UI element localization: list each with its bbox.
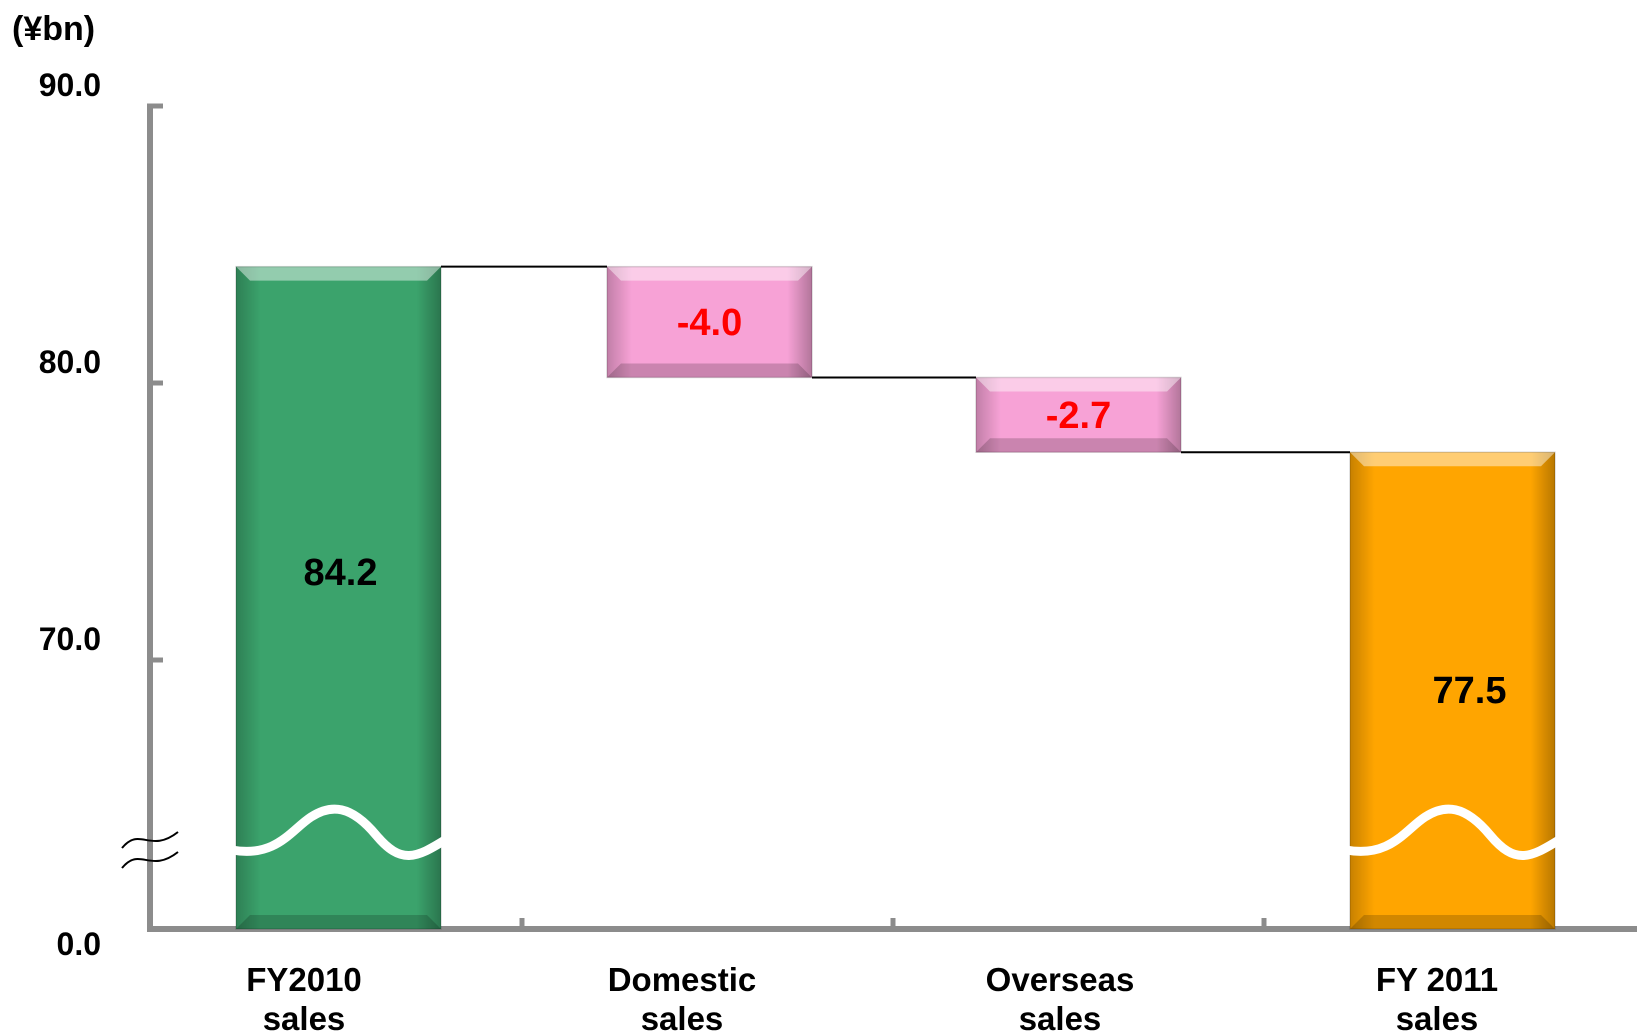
- bar-shade: [236, 266, 441, 929]
- x-axis-labels: FY2010salesDomesticsalesOverseassalesFY …: [246, 961, 1498, 1036]
- connector-lines: [441, 265, 1350, 454]
- data-labels: 84.2 -4.0 -2.7 77.5: [304, 302, 1507, 712]
- bars: [235, 265, 1556, 930]
- x-label-line1: FY2010: [246, 961, 362, 998]
- x-label-line2: sales: [263, 1000, 346, 1036]
- x-label-line2: sales: [1019, 1000, 1102, 1036]
- y-axis-ticks: 90.0 80.0 70.0 0.0: [39, 67, 163, 962]
- data-label: 77.5: [1433, 670, 1507, 712]
- delta-bar: [606, 265, 813, 379]
- bar-shade: [607, 266, 812, 378]
- break-wave: [1341, 804, 1564, 860]
- data-label: -2.7: [1046, 395, 1111, 437]
- bar-outline: [975, 376, 1182, 453]
- bar-outline: [1349, 451, 1556, 930]
- bar-shade: [976, 377, 1181, 453]
- y-tick-label: 70.0: [39, 621, 101, 657]
- total-bar: [235, 265, 442, 930]
- axis-break-squiggle: [121, 831, 179, 849]
- y-tick-label: 0.0: [57, 926, 101, 962]
- bar-top-bevel: [1350, 452, 1555, 467]
- data-label: -4.0: [677, 302, 742, 344]
- x-label-line2: sales: [1396, 1000, 1479, 1036]
- bar-bottom-bevel: [607, 363, 812, 378]
- x-label-line1: Domestic: [608, 961, 757, 998]
- x-axis-ticks: [519, 918, 1267, 929]
- x-label-line1: Overseas: [986, 961, 1135, 998]
- x-label-line2: sales: [641, 1000, 724, 1036]
- bar-outline: [606, 265, 813, 379]
- bar-outline: [235, 265, 442, 930]
- axis-break-squiggle: [121, 851, 179, 869]
- data-label: 84.2: [304, 552, 378, 594]
- bar-bottom-bevel: [1350, 915, 1555, 929]
- delta-bar: [975, 376, 1182, 453]
- y-tick-label: 90.0: [39, 67, 101, 103]
- axis-break-marks: [121, 804, 1564, 869]
- bar-top-bevel: [236, 266, 441, 281]
- unit-label: (¥bn): [12, 10, 95, 48]
- x-label-line1: FY 2011: [1376, 961, 1498, 998]
- bar-top-bevel: [607, 266, 812, 281]
- bar-bottom-bevel: [976, 438, 1181, 453]
- bar-top-bevel: [976, 377, 1181, 392]
- y-tick-label: 80.0: [39, 344, 101, 380]
- break-wave: [227, 804, 450, 860]
- bar-bottom-bevel: [236, 915, 441, 929]
